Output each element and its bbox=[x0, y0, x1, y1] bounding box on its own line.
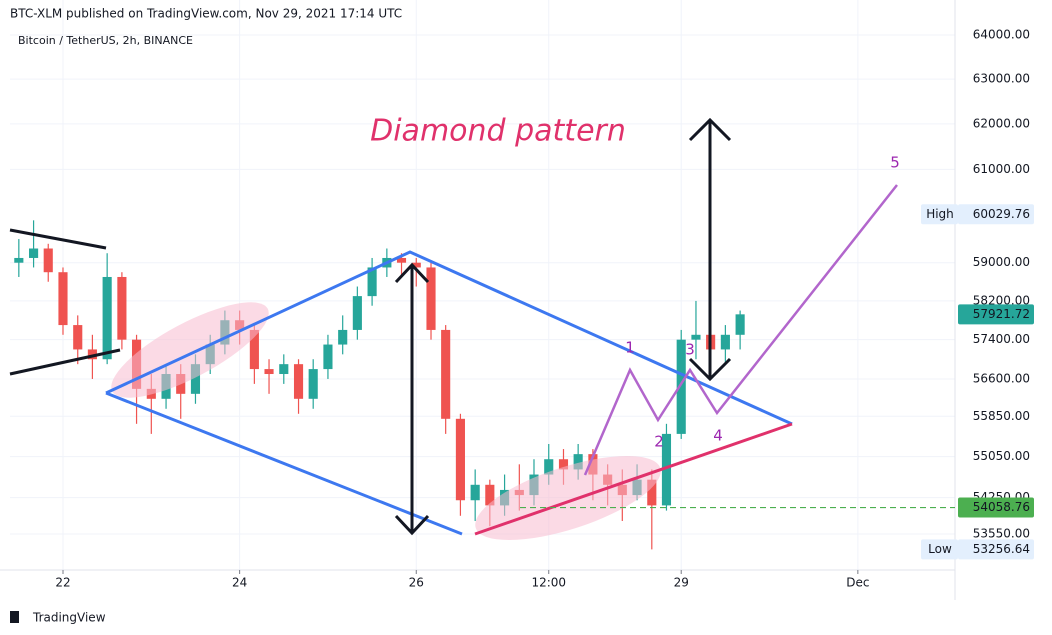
candle-body bbox=[691, 334, 701, 340]
candle-body bbox=[367, 267, 377, 297]
candle-body bbox=[279, 364, 289, 375]
trend-line bbox=[9, 228, 107, 250]
candle-body bbox=[73, 325, 83, 350]
price-label: 60029.76 bbox=[973, 207, 1030, 221]
price-label-box bbox=[958, 204, 1034, 225]
candle-body bbox=[573, 454, 583, 470]
header: BTC-XLM published on TradingView.com, No… bbox=[10, 7, 402, 21]
wave-label: 5 bbox=[890, 154, 900, 172]
drawings bbox=[9, 117, 898, 541]
candle-body bbox=[117, 276, 127, 340]
price-label-name: Low bbox=[928, 542, 952, 556]
logo: TradingView bbox=[10, 611, 106, 625]
y-tick-label: 55050.00 bbox=[973, 449, 1030, 463]
trend-line bbox=[9, 348, 121, 376]
candle-body bbox=[647, 479, 657, 506]
support-line bbox=[474, 422, 793, 536]
y-tick-label: 64000.00 bbox=[973, 27, 1030, 41]
price-label: 57921.72 bbox=[973, 307, 1030, 321]
y-tick-label: 55850.00 bbox=[973, 409, 1030, 423]
candle-body bbox=[190, 364, 201, 394]
y-tick-label: 56600.00 bbox=[973, 371, 1030, 385]
footer: TradingView bbox=[32, 611, 106, 625]
axes: 64000.00 63000.00 62000.00 61000.00 59000.00… bbox=[55, 27, 1034, 590]
candle-body bbox=[676, 339, 686, 434]
diamond-edge bbox=[105, 391, 463, 536]
candle-body bbox=[29, 248, 39, 258]
candle-body bbox=[485, 484, 495, 506]
candle-body bbox=[308, 369, 318, 399]
candle-body bbox=[14, 257, 24, 263]
candle-body bbox=[264, 369, 274, 375]
wave-path bbox=[583, 184, 898, 476]
candle-body bbox=[396, 257, 407, 263]
candle-body bbox=[735, 314, 745, 335]
candle-body bbox=[455, 418, 465, 501]
candle-body bbox=[544, 459, 554, 475]
candle-body bbox=[43, 248, 53, 273]
annotations: Diamond pattern 1 2 3 4 5 bbox=[370, 114, 900, 451]
y-tick-label: 61000.00 bbox=[973, 162, 1030, 176]
price-label-name-box bbox=[921, 204, 958, 225]
wave-label: 2 bbox=[654, 433, 664, 451]
price-label-box bbox=[958, 304, 1034, 325]
wave-label: 4 bbox=[713, 427, 723, 445]
x-tick-label: 26 bbox=[409, 576, 424, 590]
candle-body bbox=[338, 329, 348, 345]
diamond-edge bbox=[105, 250, 793, 426]
y-tick-label: 63000.00 bbox=[973, 72, 1030, 86]
x-tick-label: 12:00 bbox=[531, 576, 566, 590]
candle-body bbox=[87, 349, 97, 360]
candle-body bbox=[249, 329, 259, 370]
x-tick-label: 22 bbox=[55, 576, 70, 590]
candle-body bbox=[720, 334, 730, 350]
candle-body bbox=[661, 433, 672, 506]
y-tick-label: 53550.00 bbox=[973, 527, 1030, 541]
candle-body bbox=[441, 329, 451, 419]
candle-body bbox=[58, 272, 68, 326]
candle-body bbox=[323, 344, 333, 370]
x-tick-label: 24 bbox=[232, 576, 247, 590]
y-tick-label: 62000.00 bbox=[973, 116, 1030, 130]
pattern-title: Diamond pattern bbox=[370, 114, 626, 149]
candle-body bbox=[102, 276, 112, 360]
candle-body bbox=[558, 459, 569, 470]
price-label-name-box bbox=[921, 539, 958, 560]
candle-body bbox=[470, 484, 480, 501]
price-label: 54058.76 bbox=[973, 500, 1030, 514]
candle-body bbox=[352, 296, 362, 330]
y-tick-label: 57400.00 bbox=[973, 332, 1030, 346]
price-label-name: High bbox=[926, 207, 954, 221]
price-label: 53256.64 bbox=[973, 542, 1030, 556]
wave-label: 3 bbox=[685, 341, 695, 359]
x-tick-label: Dec bbox=[846, 576, 869, 590]
x-tick-label: 29 bbox=[674, 576, 689, 590]
arrow bbox=[394, 117, 732, 536]
price-label-box bbox=[958, 539, 1034, 560]
candle-body bbox=[293, 364, 304, 399]
y-tick-label: 58200.00 bbox=[973, 293, 1030, 307]
wave-label: 1 bbox=[625, 339, 635, 357]
y-tick-label: 59000.00 bbox=[973, 255, 1030, 269]
candle-body bbox=[411, 262, 421, 268]
chart-title: Bitcoin / TetherUS, 2h, BINANCE bbox=[18, 34, 193, 47]
candle-body bbox=[426, 267, 436, 330]
price-label-box bbox=[958, 497, 1034, 518]
